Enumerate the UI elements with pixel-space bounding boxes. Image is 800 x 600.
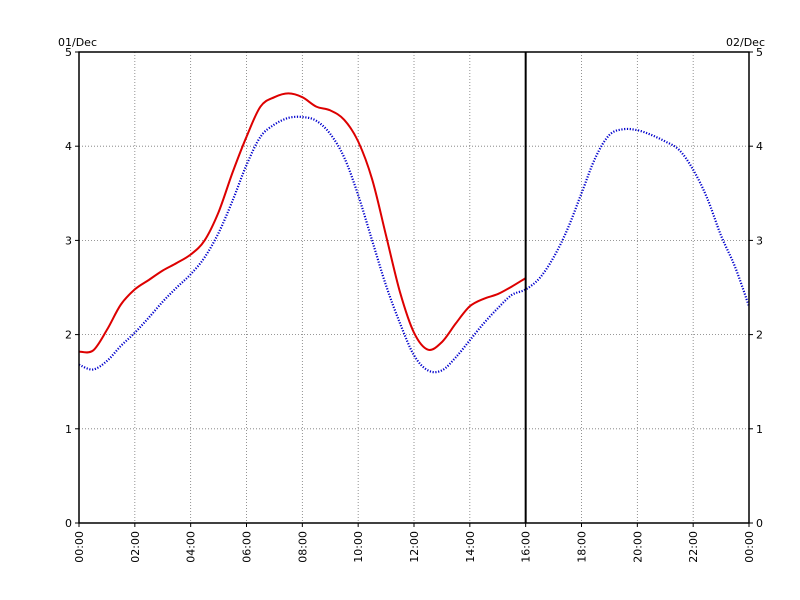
x-tick-label: 00:00 (73, 531, 86, 563)
y-tick-label-right: 5 (756, 46, 763, 59)
y-tick-label-left: 1 (65, 423, 72, 436)
y-tick-label-right: 3 (756, 234, 763, 247)
y-tick-label-right: 1 (756, 423, 763, 436)
series-line-predicted (78, 115, 751, 374)
x-tick-label: 00:00 (743, 531, 756, 563)
y-tick-label-left: 3 (65, 234, 72, 247)
x-tick-label: 14:00 (464, 531, 477, 563)
x-tick-label: 10:00 (352, 531, 365, 563)
x-tick-label: 02:00 (129, 531, 142, 563)
axis-ticks: 0 0 1 1 2 2 3 3 4 4 5 5 00:00 02:00 04:00 06:00 08:00 10:… (65, 46, 763, 563)
y-tick-label-right: 2 (756, 329, 763, 342)
x-tick-label: 22:00 (687, 531, 700, 563)
grid-lines (79, 52, 749, 523)
x-tick-label: 16:00 (520, 531, 533, 563)
x-tick-label: 06:00 (241, 531, 254, 563)
plot-frame (78, 51, 750, 524)
y-tick-label-left: 0 (65, 517, 72, 530)
x-tick-label: 20:00 (631, 531, 644, 563)
y-tick-label-left: 2 (65, 329, 72, 342)
x-tick-label: 04:00 (185, 531, 198, 563)
y-tick-label-right: 0 (756, 517, 763, 530)
series-line-observed (78, 92, 527, 354)
x-tick-label: 08:00 (296, 531, 309, 563)
x-tick-label: 18:00 (576, 531, 589, 563)
series-layer (78, 92, 751, 374)
date-label-left: 01/Dec (58, 36, 97, 49)
x-tick-label: 12:00 (408, 531, 421, 563)
y-tick-label-right: 4 (756, 140, 763, 153)
date-label-right: 02/Dec (726, 36, 765, 49)
y-tick-label-left: 5 (65, 46, 72, 59)
y-tick-label-left: 4 (65, 140, 72, 153)
